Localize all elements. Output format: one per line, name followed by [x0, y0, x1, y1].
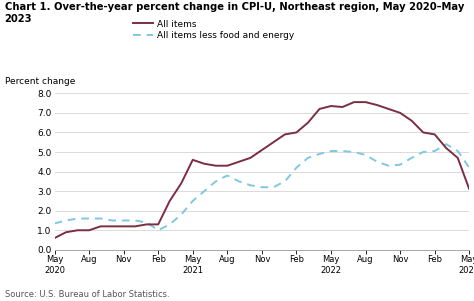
- Legend: All items, All items less food and energy: All items, All items less food and energ…: [133, 20, 294, 40]
- Text: Chart 1. Over-the-year percent change in CPI-U, Northeast region, May 2020–May: Chart 1. Over-the-year percent change in…: [5, 2, 464, 11]
- Text: Source: U.S. Bureau of Labor Statistics.: Source: U.S. Bureau of Labor Statistics.: [5, 290, 169, 299]
- Text: Percent change: Percent change: [5, 77, 75, 86]
- Text: 2023: 2023: [5, 14, 32, 23]
